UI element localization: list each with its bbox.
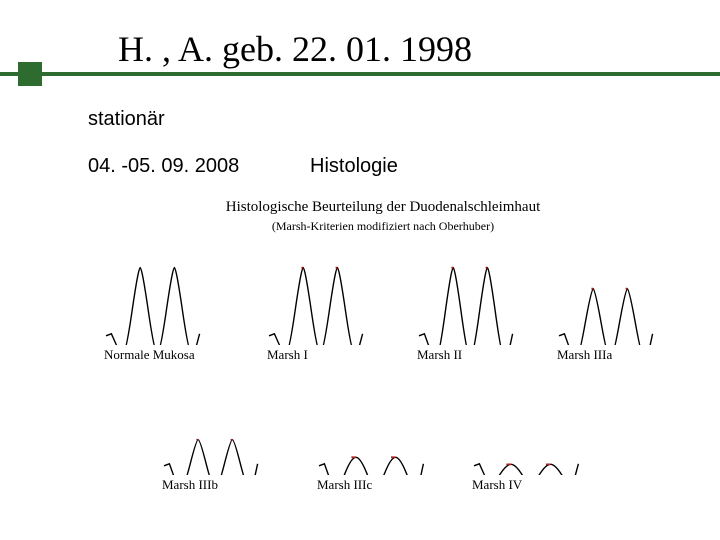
page-title: H. , A. geb. 22. 01. 1998 — [118, 28, 472, 70]
status-label: stationär — [88, 108, 165, 131]
villus-label-4: Marsh IIIb — [162, 477, 218, 493]
villus-diagram-4 — [158, 385, 278, 475]
villus-diagram-2 — [413, 255, 533, 345]
villus-label-1: Marsh I — [267, 347, 308, 363]
villus-diagram-6 — [468, 385, 588, 475]
corner-block — [18, 62, 42, 86]
villus-label-0: Normale Mukosa — [104, 347, 195, 363]
figure-title-main: Histologische Beurteilung der Duodenalsc… — [88, 199, 678, 216]
villus-label-3: Marsh IIIa — [557, 347, 612, 363]
histology-figure: Histologische Beurteilung der Duodenalsc… — [88, 195, 678, 495]
histo-label: Histologie — [310, 155, 398, 178]
villus-diagram-3 — [553, 255, 673, 345]
villus-diagram-5 — [313, 385, 433, 475]
date-label: 04. -05. 09. 2008 — [88, 155, 239, 178]
villus-label-6: Marsh IV — [472, 477, 522, 493]
divider-line — [0, 72, 720, 76]
villus-label-2: Marsh II — [417, 347, 462, 363]
figure-title-sub: (Marsh-Kriterien modifiziert nach Oberhu… — [88, 219, 678, 234]
villus-label-5: Marsh IIIc — [317, 477, 372, 493]
villus-diagram-0 — [100, 255, 220, 345]
villus-diagram-1 — [263, 255, 383, 345]
